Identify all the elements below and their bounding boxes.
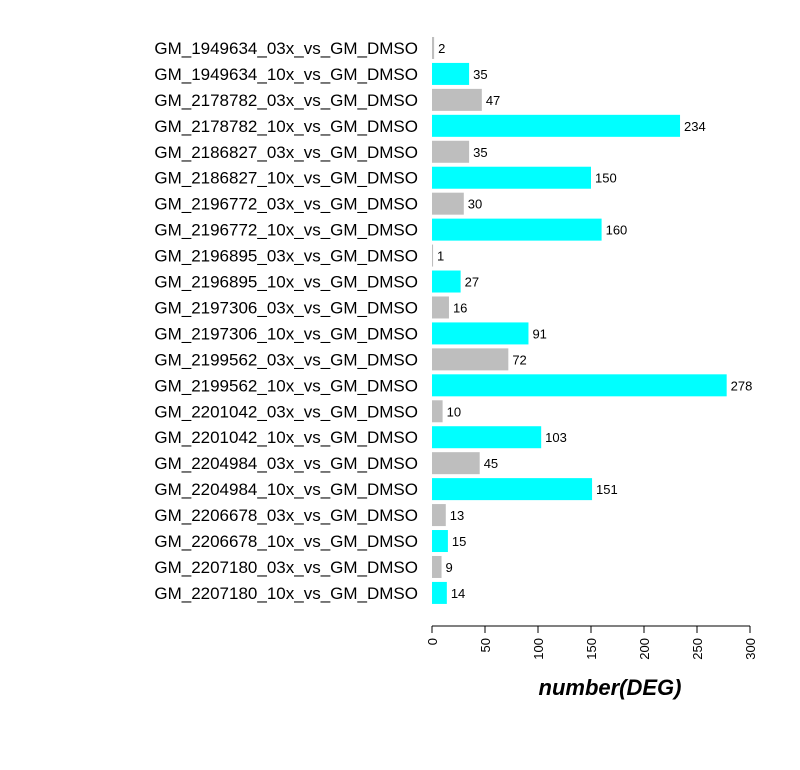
category-label: GM_1949634_10x_vs_GM_DMSO xyxy=(154,65,418,84)
bar xyxy=(432,36,435,59)
value-label: 14 xyxy=(451,586,465,601)
category-label: GM_2199562_03x_vs_GM_DMSO xyxy=(154,350,418,369)
category-label: GM_2186827_03x_vs_GM_DMSO xyxy=(154,143,418,162)
bar xyxy=(432,270,461,293)
x-ticks: 0 50 100 150 200 250 300 xyxy=(425,626,758,660)
bar xyxy=(432,114,681,137)
category-label: GM_2204984_03x_vs_GM_DMSO xyxy=(154,454,418,473)
value-label: 45 xyxy=(484,456,498,471)
x-tick-label: 300 xyxy=(743,638,758,660)
value-label: 30 xyxy=(468,197,482,212)
bar xyxy=(432,348,509,371)
category-labels: GM_1949634_03x_vs_GM_DMSO GM_1949634_10x_… xyxy=(154,39,418,603)
value-label: 47 xyxy=(486,93,500,108)
bar xyxy=(432,296,449,319)
x-tick-label: 100 xyxy=(531,638,546,660)
x-tick-label: 50 xyxy=(478,638,493,652)
x-tick-label: 200 xyxy=(637,638,652,660)
value-label: 27 xyxy=(465,275,479,290)
category-label: GM_2196772_10x_vs_GM_DMSO xyxy=(154,221,418,240)
category-label: GM_2201042_03x_vs_GM_DMSO xyxy=(154,402,418,421)
value-label: 2 xyxy=(438,41,445,56)
bar xyxy=(432,322,529,345)
value-label: 13 xyxy=(450,508,464,523)
value-label: 160 xyxy=(606,223,628,238)
value-label: 91 xyxy=(532,326,546,341)
category-label: GM_2199562_10x_vs_GM_DMSO xyxy=(154,376,418,395)
category-label: GM_2197306_03x_vs_GM_DMSO xyxy=(154,298,418,317)
category-label: GM_2186827_10x_vs_GM_DMSO xyxy=(154,169,418,188)
bar xyxy=(432,426,542,449)
x-tick-label: 150 xyxy=(584,638,599,660)
category-label: GM_2196895_10x_vs_GM_DMSO xyxy=(154,273,418,292)
bar xyxy=(432,192,464,215)
x-axis-title: number(DEG) xyxy=(539,675,682,700)
value-label: 10 xyxy=(447,404,461,419)
x-tick-label: 250 xyxy=(690,638,705,660)
bar xyxy=(432,504,446,527)
bar xyxy=(432,140,470,163)
value-label: 278 xyxy=(731,378,753,393)
value-label: 151 xyxy=(596,482,618,497)
bar xyxy=(432,400,443,423)
bar xyxy=(432,62,470,85)
value-label: 234 xyxy=(684,119,706,134)
value-label: 16 xyxy=(453,300,467,315)
category-label: GM_2204984_10x_vs_GM_DMSO xyxy=(154,480,418,499)
category-label: GM_2196772_03x_vs_GM_DMSO xyxy=(154,195,418,214)
value-label: 35 xyxy=(473,67,487,82)
value-label: 35 xyxy=(473,145,487,160)
bar xyxy=(432,88,482,111)
category-label: GM_2206678_10x_vs_GM_DMSO xyxy=(154,532,418,551)
value-label: 15 xyxy=(452,534,466,549)
bar xyxy=(432,166,591,189)
bar xyxy=(432,244,434,267)
x-tick-label: 0 xyxy=(425,638,440,645)
bar xyxy=(432,530,448,553)
bar xyxy=(432,555,442,578)
bar xyxy=(432,478,593,501)
value-label: 72 xyxy=(512,352,526,367)
category-label: GM_2178782_10x_vs_GM_DMSO xyxy=(154,117,418,136)
x-axis: 0 50 100 150 200 250 300 xyxy=(425,625,758,660)
category-label: GM_2197306_10x_vs_GM_DMSO xyxy=(154,324,418,343)
category-label: GM_2207180_10x_vs_GM_DMSO xyxy=(154,584,418,603)
bar xyxy=(432,452,480,475)
bar xyxy=(432,218,602,241)
category-label: GM_2206678_03x_vs_GM_DMSO xyxy=(154,506,418,525)
value-label: 9 xyxy=(446,560,453,575)
bar xyxy=(432,581,447,604)
category-label: GM_1949634_03x_vs_GM_DMSO xyxy=(154,39,418,58)
value-labels: 2354723435150301601271691722781010345151… xyxy=(437,41,752,601)
value-label: 1 xyxy=(437,249,444,264)
category-label: GM_2207180_03x_vs_GM_DMSO xyxy=(154,558,418,577)
value-label: 150 xyxy=(595,171,617,186)
category-label: GM_2201042_10x_vs_GM_DMSO xyxy=(154,428,418,447)
category-label: GM_2178782_03x_vs_GM_DMSO xyxy=(154,91,418,110)
bar xyxy=(432,374,727,397)
value-label: 103 xyxy=(545,430,567,445)
category-label: GM_2196895_03x_vs_GM_DMSO xyxy=(154,247,418,266)
bars xyxy=(432,36,727,604)
